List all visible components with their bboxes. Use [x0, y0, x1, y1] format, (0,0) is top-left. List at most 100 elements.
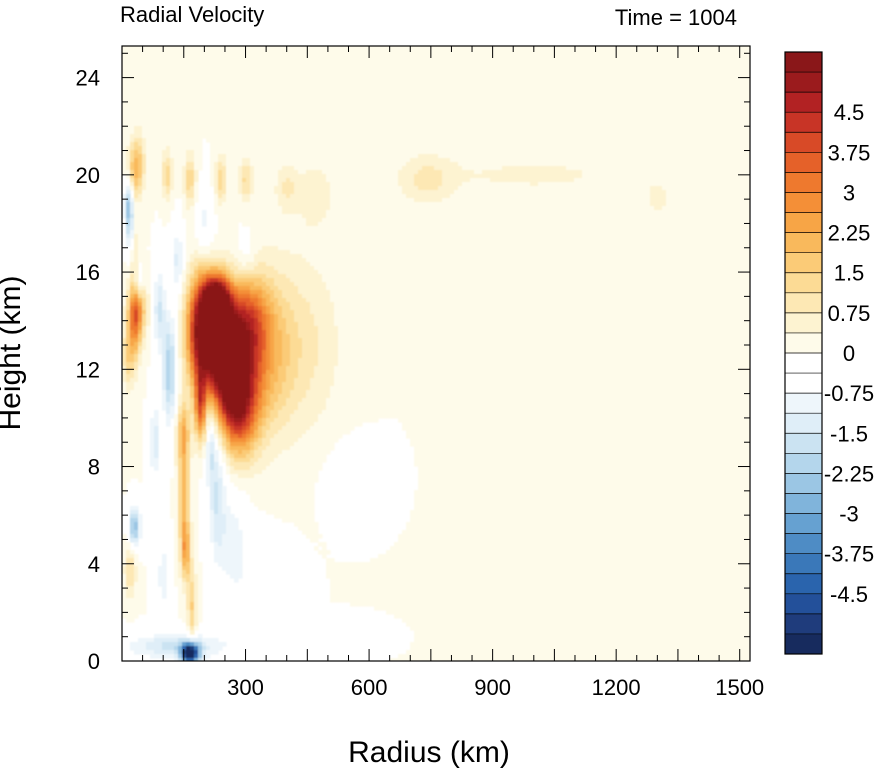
heatmap-cell — [254, 70, 259, 75]
heatmap-cell — [710, 114, 715, 119]
heatmap-cell — [254, 54, 259, 59]
heatmap-cell — [326, 70, 331, 75]
heatmap-cell — [614, 142, 619, 147]
heatmap-cell — [454, 62, 459, 67]
heatmap-cell — [554, 110, 559, 115]
heatmap-cell — [506, 50, 511, 55]
heatmap-cell — [282, 54, 287, 59]
heatmap-cell — [298, 78, 303, 83]
heatmap-cell — [390, 158, 395, 163]
heatmap-cell — [374, 98, 379, 103]
heatmap-cell — [514, 138, 519, 143]
heatmap-cell — [546, 110, 551, 115]
heatmap-cell — [694, 50, 699, 55]
heatmap-cell — [310, 98, 315, 103]
heatmap-cell — [674, 54, 679, 59]
heatmap-cell — [162, 50, 167, 55]
heatmap-cell — [638, 98, 643, 103]
heatmap-cell — [166, 122, 171, 127]
heatmap-cell — [646, 166, 651, 171]
heatmap-cell — [518, 62, 523, 67]
heatmap-cell — [290, 66, 295, 71]
heatmap-cell — [362, 134, 367, 139]
heatmap-cell — [314, 126, 319, 131]
heatmap-cell — [126, 146, 131, 151]
heatmap-cell — [322, 98, 327, 103]
heatmap-cell — [226, 78, 231, 83]
heatmap-cell — [470, 142, 475, 147]
heatmap-cell — [166, 98, 171, 103]
heatmap-cell — [158, 158, 163, 163]
heatmap-cell — [154, 146, 159, 151]
heatmap-cell — [682, 162, 687, 167]
heatmap-cell — [258, 94, 263, 99]
heatmap-cell — [202, 122, 207, 127]
heatmap-cell — [202, 86, 207, 91]
heatmap-cell — [198, 102, 203, 107]
heatmap-cell — [182, 150, 187, 155]
heatmap-cell — [438, 158, 443, 163]
heatmap-cell — [538, 170, 543, 175]
heatmap-cell — [706, 110, 711, 115]
heatmap-cell — [190, 126, 195, 131]
heatmap-cell — [550, 138, 555, 143]
heatmap-cell — [546, 162, 551, 167]
heatmap-cell — [126, 66, 131, 71]
heatmap-cell — [574, 142, 579, 147]
heatmap-cell — [234, 162, 239, 167]
heatmap-cell — [282, 122, 287, 127]
heatmap-cell — [538, 122, 543, 127]
heatmap-cell — [366, 142, 371, 147]
heatmap-cell — [254, 158, 259, 163]
heatmap-cell — [638, 62, 643, 67]
heatmap-cell — [622, 158, 627, 163]
heatmap-cell — [338, 102, 343, 107]
heatmap-cell — [238, 106, 243, 111]
heatmap-cell — [442, 86, 447, 91]
heatmap-cell — [202, 70, 207, 75]
heatmap-cell — [398, 134, 403, 139]
heatmap-cell — [370, 86, 375, 91]
heatmap-cell — [226, 102, 231, 107]
heatmap-cell — [266, 74, 271, 79]
heatmap-cell — [146, 138, 151, 143]
heatmap-cell — [274, 86, 279, 91]
heatmap-cell — [386, 106, 391, 111]
heatmap-cell — [554, 70, 559, 75]
heatmap-cell — [318, 122, 323, 127]
heatmap-cell — [230, 78, 235, 83]
heatmap-cell — [546, 122, 551, 127]
heatmap-cell — [174, 150, 179, 155]
heatmap-cell — [362, 50, 367, 55]
heatmap-cell — [354, 154, 359, 159]
heatmap-cell — [266, 62, 271, 67]
heatmap-cell — [506, 82, 511, 87]
heatmap-cell — [682, 158, 687, 163]
heatmap-cell — [318, 102, 323, 107]
heatmap-cell — [402, 94, 407, 99]
heatmap-cell — [538, 46, 543, 51]
heatmap-cell — [746, 98, 750, 103]
heatmap-cell — [246, 154, 251, 159]
heatmap-cell — [354, 122, 359, 127]
heatmap-cell — [622, 58, 627, 63]
heatmap-cell — [674, 102, 679, 107]
heatmap-cell — [318, 150, 323, 155]
heatmap-cell — [574, 98, 579, 103]
heatmap-cell — [622, 162, 627, 167]
heatmap-cell — [482, 142, 487, 147]
heatmap-cell — [502, 46, 507, 51]
heatmap-cell — [594, 106, 599, 111]
heatmap-cell — [222, 70, 227, 75]
heatmap-cell — [142, 114, 147, 119]
heatmap-cell — [566, 142, 571, 147]
heatmap-cell — [634, 90, 639, 95]
heatmap-cell — [250, 82, 255, 87]
heatmap-cell — [290, 62, 295, 67]
heatmap-cell — [454, 162, 459, 167]
heatmap-cell — [726, 86, 731, 91]
heatmap-cell — [126, 54, 131, 59]
heatmap-cell — [594, 102, 599, 107]
heatmap-cell — [670, 110, 675, 115]
heatmap-cell — [238, 66, 243, 71]
